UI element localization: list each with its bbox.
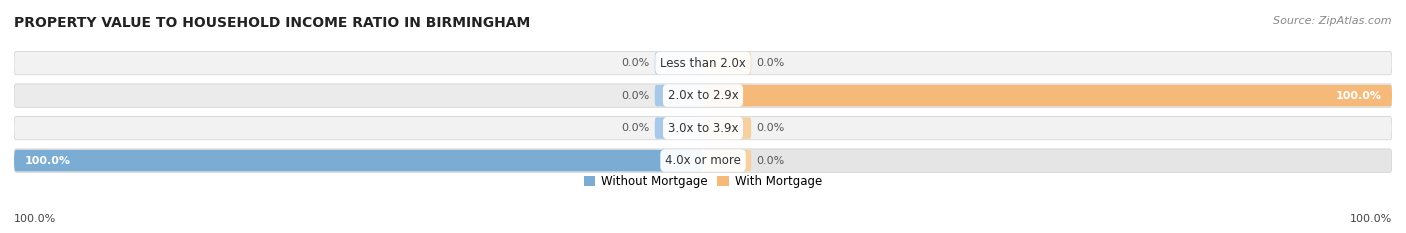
FancyBboxPatch shape [14, 116, 1392, 140]
FancyBboxPatch shape [703, 52, 751, 74]
Text: 0.0%: 0.0% [756, 156, 785, 166]
FancyBboxPatch shape [14, 149, 1392, 172]
FancyBboxPatch shape [703, 150, 751, 171]
FancyBboxPatch shape [14, 51, 1392, 75]
Text: 4.0x or more: 4.0x or more [665, 154, 741, 167]
FancyBboxPatch shape [655, 117, 703, 139]
Text: 0.0%: 0.0% [621, 58, 650, 68]
FancyBboxPatch shape [655, 150, 703, 171]
Text: 100.0%: 100.0% [14, 214, 56, 224]
Text: 0.0%: 0.0% [621, 123, 650, 133]
FancyBboxPatch shape [703, 117, 751, 139]
Text: 100.0%: 100.0% [1350, 214, 1392, 224]
Text: Source: ZipAtlas.com: Source: ZipAtlas.com [1274, 16, 1392, 26]
FancyBboxPatch shape [703, 85, 751, 106]
FancyBboxPatch shape [655, 52, 703, 74]
Text: 3.0x to 3.9x: 3.0x to 3.9x [668, 122, 738, 135]
FancyBboxPatch shape [14, 150, 703, 171]
Text: 0.0%: 0.0% [621, 91, 650, 101]
FancyBboxPatch shape [703, 85, 1392, 106]
Text: 0.0%: 0.0% [756, 58, 785, 68]
Legend: Without Mortgage, With Mortgage: Without Mortgage, With Mortgage [579, 170, 827, 193]
Text: 0.0%: 0.0% [756, 123, 785, 133]
FancyBboxPatch shape [14, 84, 1392, 107]
Text: 100.0%: 100.0% [24, 156, 70, 166]
Text: 2.0x to 2.9x: 2.0x to 2.9x [668, 89, 738, 102]
FancyBboxPatch shape [655, 85, 703, 106]
Text: 100.0%: 100.0% [1336, 91, 1382, 101]
Text: Less than 2.0x: Less than 2.0x [659, 57, 747, 70]
Text: PROPERTY VALUE TO HOUSEHOLD INCOME RATIO IN BIRMINGHAM: PROPERTY VALUE TO HOUSEHOLD INCOME RATIO… [14, 16, 530, 30]
